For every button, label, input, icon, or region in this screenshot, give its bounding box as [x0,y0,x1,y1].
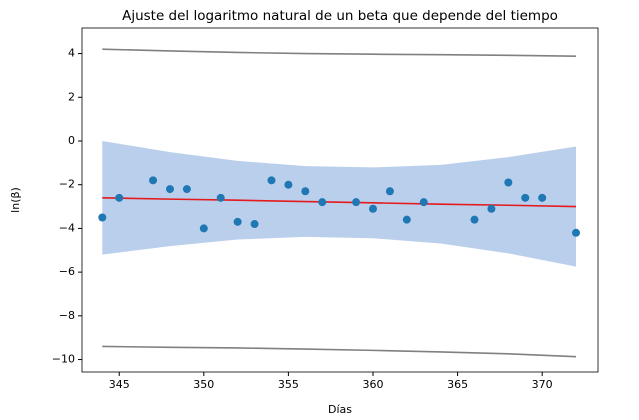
point [521,193,530,202]
point [402,215,411,224]
curve [102,197,577,208]
y-tick-label: −10 [52,353,75,366]
y-tick-label: 4 [68,47,75,60]
point [267,176,276,185]
curve [102,48,577,57]
y-tick-label: 0 [68,134,75,147]
chart-title: Ajuste del logaritmo natural de un beta … [122,8,558,24]
point [487,204,496,213]
point [538,193,547,202]
x-tick-label: 360 [362,378,383,391]
point [182,185,191,194]
x-tick-label: 345 [109,378,130,391]
point [301,187,310,196]
point [368,204,377,213]
point [216,193,225,202]
x-axis-label: Días [328,403,352,416]
plot-frame [81,27,599,373]
point [385,187,394,196]
point [165,185,174,194]
point [504,178,513,187]
x-tick-label: 365 [447,378,468,391]
y-tick-label: −6 [59,265,75,278]
point [470,215,479,224]
point [115,193,124,202]
point [572,228,581,237]
point [98,213,107,222]
point [318,198,327,207]
curve [102,345,577,358]
point [352,198,361,207]
point [149,176,158,185]
confidence-band [102,140,577,267]
x-tick-label: 370 [532,378,553,391]
y-tick-label: −2 [59,178,75,191]
x-tick-label: 350 [193,378,214,391]
x-tick-label: 355 [278,378,299,391]
point [199,224,208,233]
y-tick-label: −4 [59,221,75,234]
point [284,180,293,189]
y-axis-label: ln(β) [9,187,22,213]
point [233,217,242,226]
point [250,220,259,229]
y-tick-label: −8 [59,309,75,322]
y-tick-label: 2 [68,90,75,103]
point [419,198,428,207]
